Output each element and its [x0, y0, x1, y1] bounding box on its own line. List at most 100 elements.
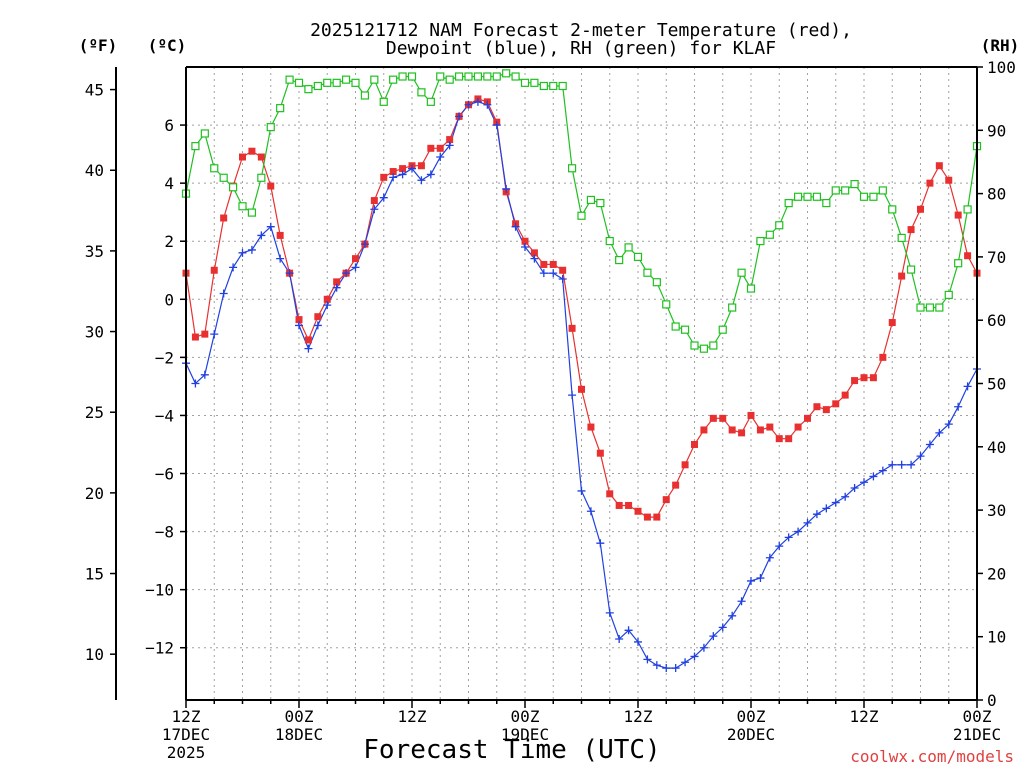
dewpoint-point	[699, 643, 708, 652]
celsius-tick-label: 4	[164, 174, 174, 193]
rh-point	[841, 186, 850, 195]
rh-point	[511, 72, 520, 81]
dewpoint-point	[539, 269, 548, 278]
rh-point	[596, 198, 605, 208]
temperature-point	[954, 211, 962, 219]
temperature-point	[257, 153, 265, 161]
dewpoint-point	[313, 321, 322, 330]
x-tick-label: 17DEC	[162, 725, 210, 744]
temperature-point	[267, 182, 275, 190]
x-tick-label: 20DEC	[727, 725, 775, 744]
temperature-point	[681, 461, 689, 469]
x-tick-label: 00Z	[285, 707, 314, 726]
temperature-point	[945, 176, 953, 184]
temperature-point	[822, 406, 830, 414]
x-tick-label: 21DEC	[953, 725, 1001, 744]
rh-tick-label: 0	[987, 691, 997, 710]
temperature-point	[380, 173, 388, 181]
rh-tick-label: 40	[987, 438, 1006, 457]
temperature-point	[578, 385, 585, 393]
rh-point	[228, 183, 238, 192]
rh-point	[935, 303, 944, 312]
x-tick-label: 2025	[167, 743, 206, 762]
rh-point	[417, 88, 426, 97]
dewpoint-point	[728, 611, 737, 620]
dewpoint-point	[878, 466, 887, 475]
rh-point	[897, 233, 906, 243]
rh-point	[558, 81, 567, 91]
rh-point	[615, 255, 624, 265]
dewpoint-point	[238, 248, 247, 257]
rh-point	[878, 186, 887, 195]
rh-point	[737, 268, 746, 277]
dewpoint-point	[436, 153, 445, 162]
x-tick-label: 12Z	[398, 707, 427, 726]
celsius-tick-label: 0	[164, 290, 174, 309]
temperature-point	[530, 249, 538, 257]
rh-point	[888, 205, 897, 214]
dewpoint-point	[455, 112, 464, 121]
temperature-point	[352, 255, 359, 263]
temperature-point	[201, 330, 209, 338]
rh-point	[916, 303, 925, 312]
dewpoint-point	[634, 637, 642, 646]
dewpoint-point	[775, 542, 784, 551]
dewpoint-point	[690, 652, 699, 661]
rh-point	[624, 243, 633, 252]
x-tick-label: 00Z	[737, 707, 766, 726]
temperature-point	[851, 377, 859, 385]
temperature-point	[370, 197, 378, 205]
rh-point	[963, 205, 972, 214]
dewpoint-point	[285, 269, 294, 278]
x-tick-label: 12Z	[850, 707, 879, 726]
dewpoint-point	[417, 176, 426, 185]
dewpoint-point	[502, 184, 511, 193]
rh-point	[370, 75, 379, 84]
unit-label-celsius: (ºC)	[148, 36, 187, 55]
temperature-point	[540, 260, 548, 268]
x-axis-label: Forecast Time (UTC)	[363, 735, 660, 765]
tick-labels: −12−10−8−6−4−202461015202530354045010203…	[85, 58, 1016, 762]
dewpoint-point	[869, 472, 878, 481]
rh-tick-label: 10	[987, 628, 1006, 647]
rh-point	[492, 72, 501, 81]
rh-point	[473, 72, 483, 81]
rh-point	[680, 325, 690, 334]
celsius-tick-label: −6	[155, 465, 174, 484]
rh-tick-label: 20	[987, 564, 1006, 583]
dewpoint-point	[389, 173, 398, 182]
rh-point	[709, 341, 718, 350]
temperature-point	[888, 319, 896, 327]
rh-point	[313, 81, 322, 91]
dewpoint-point	[483, 100, 492, 109]
rh-point	[605, 236, 614, 246]
rh-point	[756, 236, 765, 246]
rh-point	[925, 303, 935, 312]
dewpoint-point	[379, 193, 388, 202]
dewpoint-point	[577, 486, 586, 495]
dewpoint-point	[681, 658, 690, 667]
dewpoint-point	[200, 370, 209, 379]
temperature-point	[643, 513, 651, 521]
dewpoint-point	[897, 460, 906, 469]
rh-tick-label: 50	[987, 375, 1006, 394]
dewpoint-point	[794, 527, 803, 536]
dewpoint-point	[351, 263, 360, 272]
dewpoint-point	[530, 254, 539, 263]
temperature-point	[709, 414, 717, 422]
dewpoint-point	[568, 391, 577, 400]
fahrenheit-tick-label: 30	[85, 323, 104, 342]
dewpoint-point	[718, 623, 727, 632]
temperature-point	[436, 144, 444, 152]
temperature-point	[728, 426, 736, 434]
dewpoint-point	[954, 402, 963, 411]
rh-point	[831, 186, 840, 195]
rh-point	[257, 173, 266, 182]
temperature-point	[738, 429, 746, 437]
temperature-point	[521, 237, 529, 245]
dewpoint-point	[247, 245, 256, 254]
rh-point	[200, 129, 209, 138]
dewpoint-point	[304, 344, 313, 353]
rh-point	[954, 259, 963, 268]
